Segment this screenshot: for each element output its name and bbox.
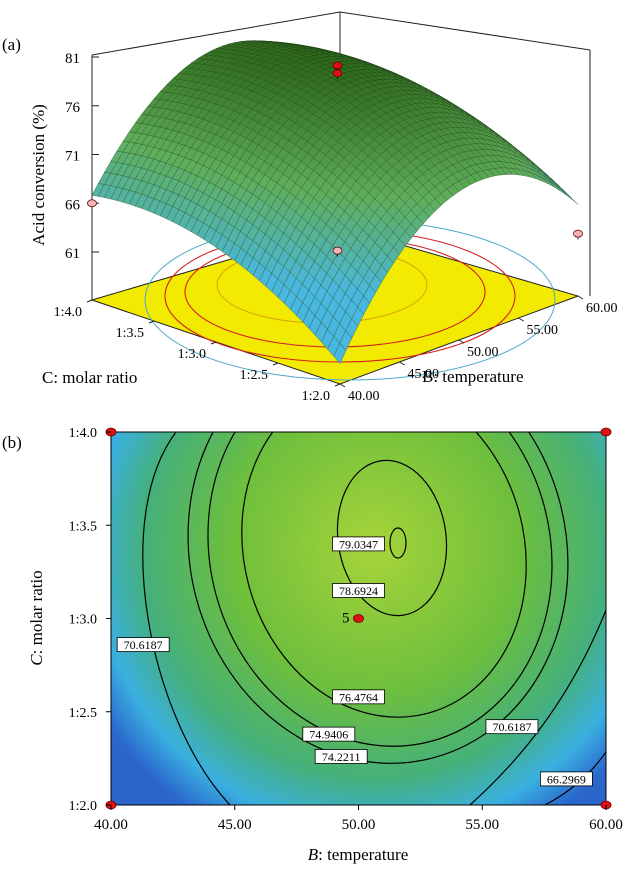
contour-label-box [332, 583, 385, 598]
center-point-count: 5 [342, 611, 350, 627]
contour-design-point [600, 427, 612, 437]
contour-label: 76.4764 [339, 690, 378, 704]
contour-lines [142, 432, 606, 805]
y-axis-label-rest: : molar ratio [27, 570, 46, 654]
design-point [87, 199, 97, 208]
contour-label: 78.6924 [339, 584, 378, 598]
temperature-tick-label: 50.00 [467, 345, 499, 360]
ratio-tick-label: 1:4.0 [54, 305, 82, 320]
surface-cell [554, 184, 567, 196]
temperature-tick-mark [399, 361, 405, 366]
panel-label-b: (b) [2, 433, 22, 452]
ratio-tick-label: 1:2.0 [302, 389, 330, 404]
ratio-tick-label: 1:2.5 [240, 368, 268, 383]
ratio-tick-mark [86, 299, 93, 303]
z-axis: 61 66 71 76 81 Acid conversion (%) [29, 51, 99, 262]
box-frame [91, 11, 591, 300]
panel-label-a: (a) [2, 35, 21, 54]
z-axis-label: Acid conversion (%) [29, 104, 48, 246]
molar-ratio-axis: 1:2.0 1:2.5 1:3.0 1:3.5 1:4.0 [54, 299, 341, 404]
temperature-axis-label: B: temperature [422, 367, 524, 386]
design-point [332, 61, 343, 70]
y-tick-label: 1:2.0 [69, 799, 97, 814]
temperature-tick-mark [518, 317, 524, 322]
y-tick-label: 1:3.0 [69, 613, 97, 628]
x-axis-ticks: 40.00 45.00 50.00 55.00 60.00 [94, 805, 623, 833]
contour-label: 74.2211 [322, 750, 361, 764]
x-tick-label: 40.00 [94, 817, 128, 833]
contour-plot-panel: (b) 79.034778.692476.476474.940674.22117… [2, 426, 623, 864]
z-tick-label: 61 [65, 246, 80, 262]
y-tick-label: 1:4.0 [69, 426, 97, 441]
molar-ratio-axis-label: C: molar ratio [42, 368, 137, 387]
temperature-axis: 40.00 45.00 50.00 55.00 60.00 [339, 295, 618, 404]
design-point [332, 246, 343, 255]
temperature-tick-mark [458, 339, 465, 344]
ratio-tick-mark [272, 362, 279, 366]
y-axis-ticks: 1:2.0 1:2.5 1:3.0 1:3.5 1:4.0 [69, 426, 111, 814]
x-axis-label-rest: : temperature [318, 845, 408, 864]
x-axis-label: B: temperature [308, 845, 409, 864]
contour-label: 79.0347 [339, 537, 378, 551]
x-tick-label: 45.00 [218, 817, 252, 833]
x-tick-label: 55.00 [465, 817, 499, 833]
contour-label-box [332, 536, 385, 552]
temperature-tick-label: 45.00 [408, 367, 440, 382]
x-tick-label: 60.00 [589, 817, 623, 833]
temperature-tick-mark [339, 383, 346, 388]
center-point [353, 614, 364, 623]
contour-label: 70.6187 [492, 720, 531, 734]
contour-label-box [485, 719, 539, 735]
z-tick-label: 76 [65, 100, 81, 116]
temperature-tick-label: 60.00 [586, 301, 618, 316]
design-point [573, 229, 583, 238]
z-tick-label: 71 [65, 149, 80, 165]
x-axis-label-prefix: B [308, 845, 319, 864]
temperature-tick-label: 55.00 [527, 323, 559, 338]
contour-label-box [116, 637, 170, 653]
contour-label-box [302, 726, 356, 742]
ratio-tick-mark [148, 320, 155, 324]
temperature-tick-mark [577, 295, 584, 300]
temperature-tick-label: 40.00 [348, 389, 380, 404]
contour-label: 74.9406 [309, 728, 348, 742]
y-axis-label: C: molar ratio [27, 570, 46, 665]
ratio-tick-mark [334, 383, 341, 387]
contour-labels: 79.0347 78.6924 76.4764 74.9406 74.2211 70.61… [116, 536, 593, 787]
y-tick-label: 1:2.5 [69, 706, 97, 721]
ratio-tick-mark [210, 341, 217, 345]
y-axis-label-prefix: C [27, 654, 46, 666]
ratio-tick-label: 1:3.5 [116, 326, 144, 341]
z-tick-label: 66 [65, 197, 81, 213]
y-tick-label: 1:3.5 [69, 519, 97, 534]
contour-label-box [314, 749, 368, 764]
contour-label: 66.2969 [547, 772, 586, 786]
contour-label-box [540, 771, 593, 787]
design-points [87, 61, 583, 257]
design-point [332, 69, 343, 78]
z-tick-label: 81 [65, 51, 80, 67]
ratio-tick-label: 1:3.0 [178, 347, 206, 362]
contour-label-box [332, 689, 385, 705]
contour-label: 70.6187 [124, 638, 163, 652]
surface-cell [333, 342, 347, 364]
x-tick-label: 50.00 [342, 817, 376, 833]
